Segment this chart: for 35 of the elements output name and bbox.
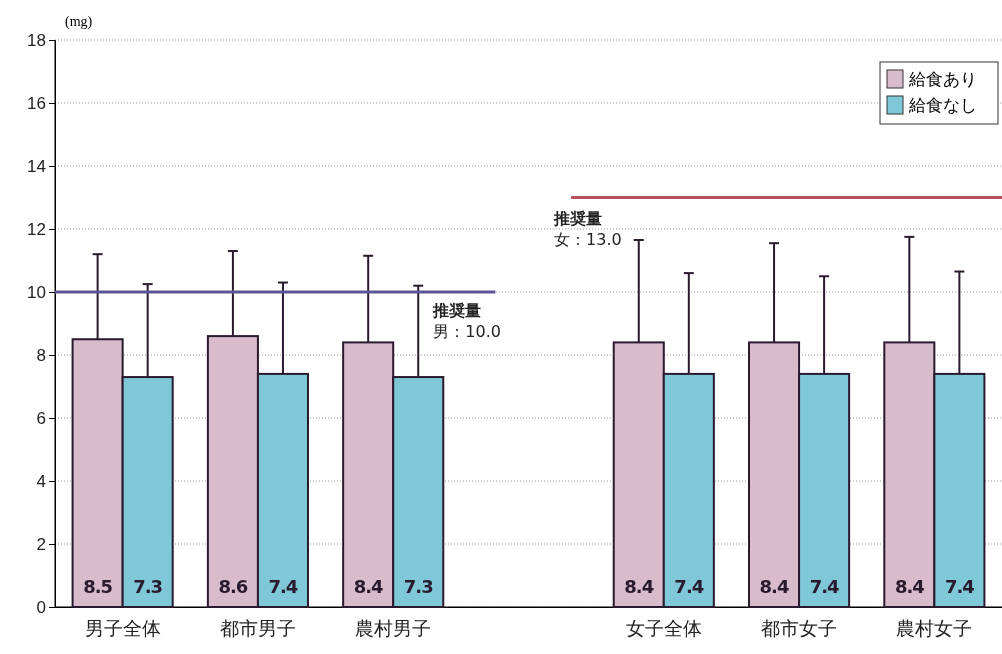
y-tick-label: 12: [27, 219, 46, 239]
data-label: 7.4: [809, 576, 840, 597]
y-tick-label: 4: [36, 471, 46, 491]
ref-line-label: 男：10.0: [433, 322, 501, 341]
data-label: 7.3: [403, 576, 434, 597]
y-tick-label: 2: [36, 534, 46, 554]
y-axis-title: (mg): [65, 14, 93, 30]
x-tick-label: 農村男子: [355, 617, 432, 639]
data-label: 8.5: [83, 576, 113, 597]
annotation: 推奨量: [432, 301, 482, 320]
data-label: 7.4: [944, 576, 975, 597]
annotation: 推奨量: [553, 208, 603, 228]
x-tick-label: 都市男子: [219, 617, 296, 639]
data-label: 7.4: [674, 576, 704, 597]
data-label: 7.3: [133, 576, 163, 597]
legend-label: 給食なし: [908, 95, 977, 115]
data-label: 7.4: [268, 576, 298, 597]
y-tick-label: 8: [36, 345, 46, 365]
y-tick-label: 14: [27, 156, 46, 176]
legend-label: 給食あり: [908, 69, 977, 89]
data-label: 8.4: [894, 576, 925, 597]
x-tick-label: 農村女子: [896, 617, 973, 639]
ref-line-label: 女：13.0: [554, 229, 622, 249]
y-tick-label: 6: [36, 408, 46, 428]
data-label: 8.4: [759, 576, 789, 597]
data-label: 8.6: [218, 576, 248, 597]
data-label: 8.4: [353, 576, 384, 597]
x-tick-label: 都市女子: [761, 617, 838, 639]
y-tick-label: 0: [36, 597, 46, 617]
x-tick-label: 女子全体: [625, 617, 702, 639]
x-tick-label: 男子全体: [84, 617, 161, 639]
y-tick-label: 16: [27, 93, 46, 113]
y-tick-label: 18: [27, 30, 46, 50]
y-tick-label: 10: [27, 282, 46, 302]
data-label: 8.4: [624, 576, 654, 597]
